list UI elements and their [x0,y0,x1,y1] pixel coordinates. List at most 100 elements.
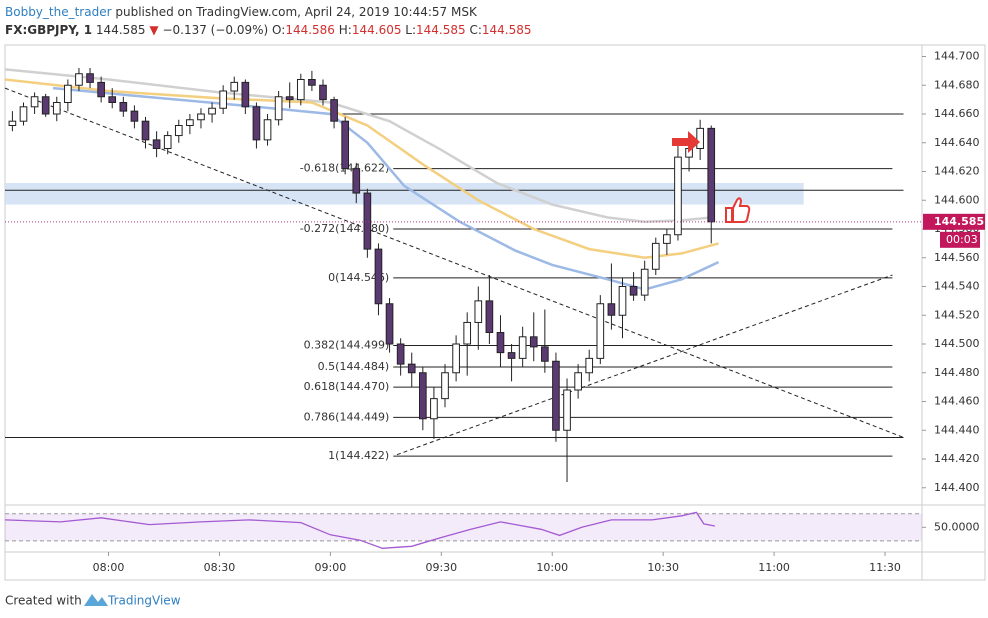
fib-label: 0.618(144.470) [304,380,390,393]
last: 144.585 [96,23,146,37]
published: published on TradingView.com, April 24, … [115,5,478,19]
fib-label: 0.5(144.484) [318,360,390,373]
fib-label: 0.382(144.499) [304,338,390,351]
candle-body [97,81,105,98]
rsi-band [5,513,922,541]
y-tick-label: 144.700 [934,50,980,63]
candle-body [41,96,50,115]
y-tick-label: 144.680 [934,78,980,91]
x-tick-label: 10:00 [536,561,568,574]
candle-body [418,372,427,420]
trend-line [396,274,893,456]
timer-tag [940,231,980,248]
candle-body [263,119,272,141]
y-tick-label: 144.640 [934,136,980,149]
x-tick-label: 08:00 [93,561,125,574]
candle-body [308,79,316,86]
y-tick-label: 144.520 [934,308,980,321]
candle-body [130,110,139,122]
ohlc-o: 144.586 [285,23,335,37]
thumbs-up-icon [725,197,751,223]
candle-body [296,79,305,101]
moving-average [4,78,719,259]
candle-body [19,106,28,122]
y-tick-label: 144.620 [934,165,980,178]
ohlc-h-key: H: [339,23,352,37]
x-tick-label: 11:30 [869,561,901,574]
ohlc-l-key: L: [405,23,416,37]
candle-body [485,300,494,333]
candle-body [163,135,172,149]
candle-body [64,84,72,103]
candle-body [663,234,671,244]
candle-body [141,120,150,141]
candle-body [541,346,549,362]
candle-body [607,303,616,316]
candle-body [119,102,128,112]
candle-body [430,398,438,420]
ohlc-l: 144.585 [416,23,466,37]
x-tick-label: 09:30 [425,561,457,574]
candle-body [563,389,571,431]
y-tick-label: 144.560 [934,251,980,264]
y-tick-label: 144.500 [934,337,980,350]
candle-body [629,286,638,296]
candle-body [152,139,161,149]
candle-body [352,168,361,194]
arrow: ▼ [149,23,159,37]
frame [4,44,986,581]
candle-body [441,372,449,400]
x-tick-label: 10:30 [647,561,679,574]
candle-body [596,303,605,359]
fib-label: 0(144.546) [328,271,389,284]
candle-body [363,192,372,250]
y-tick-label: 144.600 [934,193,980,206]
y-tick-label: 144.480 [934,366,980,379]
candle-body [274,96,283,121]
published-line: Bobby_the_trader published on TradingVie… [5,5,478,19]
candle-body [30,96,39,108]
candle-body [463,321,472,345]
candle-body [696,127,704,149]
candle-body [374,248,383,305]
candle-body [241,81,250,108]
x-tick-label: 08:30 [204,561,236,574]
ohlc-o-key: O: [272,23,285,37]
author: Bobby_the_trader [5,5,112,19]
candle-body [330,99,338,122]
candle-body [452,343,460,374]
change: −0.137 (−0.09%) [162,23,268,37]
rsi-tick-label: 50.0000 [934,520,980,533]
candle-body [8,120,17,126]
ohlc-c-key: C: [469,23,481,37]
candle-body [186,119,194,126]
candle-body [496,332,505,354]
candle-body [518,336,527,359]
candle-body [197,113,205,121]
timer-label: 00:03 [946,233,978,246]
candle-body [529,336,538,348]
candle-body [396,343,405,365]
annotation-arrow [672,131,700,153]
candle-body [651,242,660,270]
candle-body [174,125,183,137]
footer-brand: TradingView [107,594,181,608]
last-price-label: 144.585 [934,215,984,228]
symbol-line: FX:GBPJPY, 1 144.585 ▼ −0.137 (−0.09%) O… [5,23,532,37]
candle-body [507,352,516,359]
candle-body [341,120,350,170]
zone [5,183,804,205]
candle-body [640,268,649,296]
fib-label: -0.272(144.580) [300,222,390,235]
candle-body [385,303,394,345]
rsi-line [4,511,716,549]
ohlc-h: 144.605 [352,23,402,37]
y-tick-label: 144.460 [934,395,980,408]
candle-body [552,360,560,431]
candle-body [285,96,294,101]
candle-body [674,156,682,236]
y-tick-label: 144.400 [934,481,980,494]
last-price-tag [923,213,985,230]
arrow-icon [672,131,700,153]
